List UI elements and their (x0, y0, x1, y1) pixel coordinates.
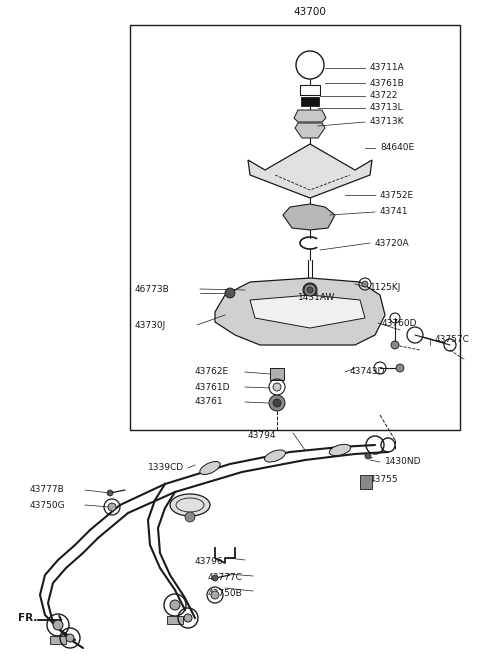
Polygon shape (283, 204, 335, 230)
Circle shape (273, 399, 281, 407)
Polygon shape (248, 144, 372, 198)
Text: FR.: FR. (18, 613, 37, 623)
Circle shape (211, 591, 219, 599)
Text: 43713L: 43713L (370, 104, 404, 112)
Text: 43777C: 43777C (208, 573, 243, 583)
Circle shape (396, 364, 404, 372)
Circle shape (184, 614, 192, 622)
Polygon shape (250, 295, 365, 328)
Circle shape (303, 283, 317, 297)
Bar (130, 25, 460, 430)
Text: 43755: 43755 (370, 476, 398, 485)
Circle shape (53, 620, 63, 630)
Text: 43761: 43761 (195, 398, 224, 407)
Text: 43762E: 43762E (195, 367, 229, 377)
Bar (167, 616, 183, 624)
Text: 43741: 43741 (380, 207, 408, 216)
Ellipse shape (170, 494, 210, 516)
Bar (270, 368, 284, 380)
Text: 1125KJ: 1125KJ (370, 283, 401, 291)
Circle shape (212, 575, 218, 581)
Text: 1339CD: 1339CD (148, 464, 184, 472)
Text: 43700: 43700 (294, 7, 326, 17)
Bar (300, 85, 320, 95)
Circle shape (273, 383, 281, 391)
Text: 43750B: 43750B (208, 590, 243, 598)
Ellipse shape (264, 450, 286, 462)
Text: 43713K: 43713K (370, 117, 405, 127)
Circle shape (170, 600, 180, 610)
Circle shape (269, 395, 285, 411)
Circle shape (307, 287, 313, 293)
Text: 43743D: 43743D (350, 367, 385, 377)
Circle shape (185, 512, 195, 522)
Text: 43730J: 43730J (135, 321, 166, 329)
Circle shape (365, 453, 371, 459)
Text: 43750G: 43750G (30, 501, 66, 510)
Circle shape (391, 341, 399, 349)
Polygon shape (215, 278, 385, 345)
Text: 84640E: 84640E (380, 144, 414, 152)
Text: 43752E: 43752E (380, 190, 414, 199)
Text: 43757C: 43757C (435, 335, 470, 344)
Text: 43761B: 43761B (370, 79, 405, 87)
Text: 1430ND: 1430ND (385, 457, 421, 466)
Text: 43794: 43794 (248, 430, 276, 440)
Circle shape (304, 284, 316, 296)
Text: 1431AW: 1431AW (298, 293, 336, 302)
Circle shape (107, 490, 113, 496)
Polygon shape (294, 110, 326, 122)
Polygon shape (295, 123, 325, 138)
Circle shape (108, 503, 116, 511)
Circle shape (362, 281, 368, 287)
Text: 43722: 43722 (370, 91, 398, 100)
Circle shape (225, 288, 235, 298)
Text: 43711A: 43711A (370, 64, 405, 73)
Ellipse shape (200, 462, 220, 474)
Text: 43777B: 43777B (30, 485, 65, 495)
Text: 43761D: 43761D (195, 382, 230, 392)
Ellipse shape (329, 444, 351, 456)
Bar (301, 97, 319, 106)
Text: 43720A: 43720A (375, 239, 409, 247)
Bar (360, 475, 372, 489)
Text: 43796: 43796 (195, 558, 224, 567)
Text: 46773B: 46773B (135, 285, 170, 293)
Circle shape (66, 634, 74, 642)
Text: 43760D: 43760D (382, 319, 418, 327)
Bar (50, 636, 66, 644)
Circle shape (307, 305, 313, 311)
